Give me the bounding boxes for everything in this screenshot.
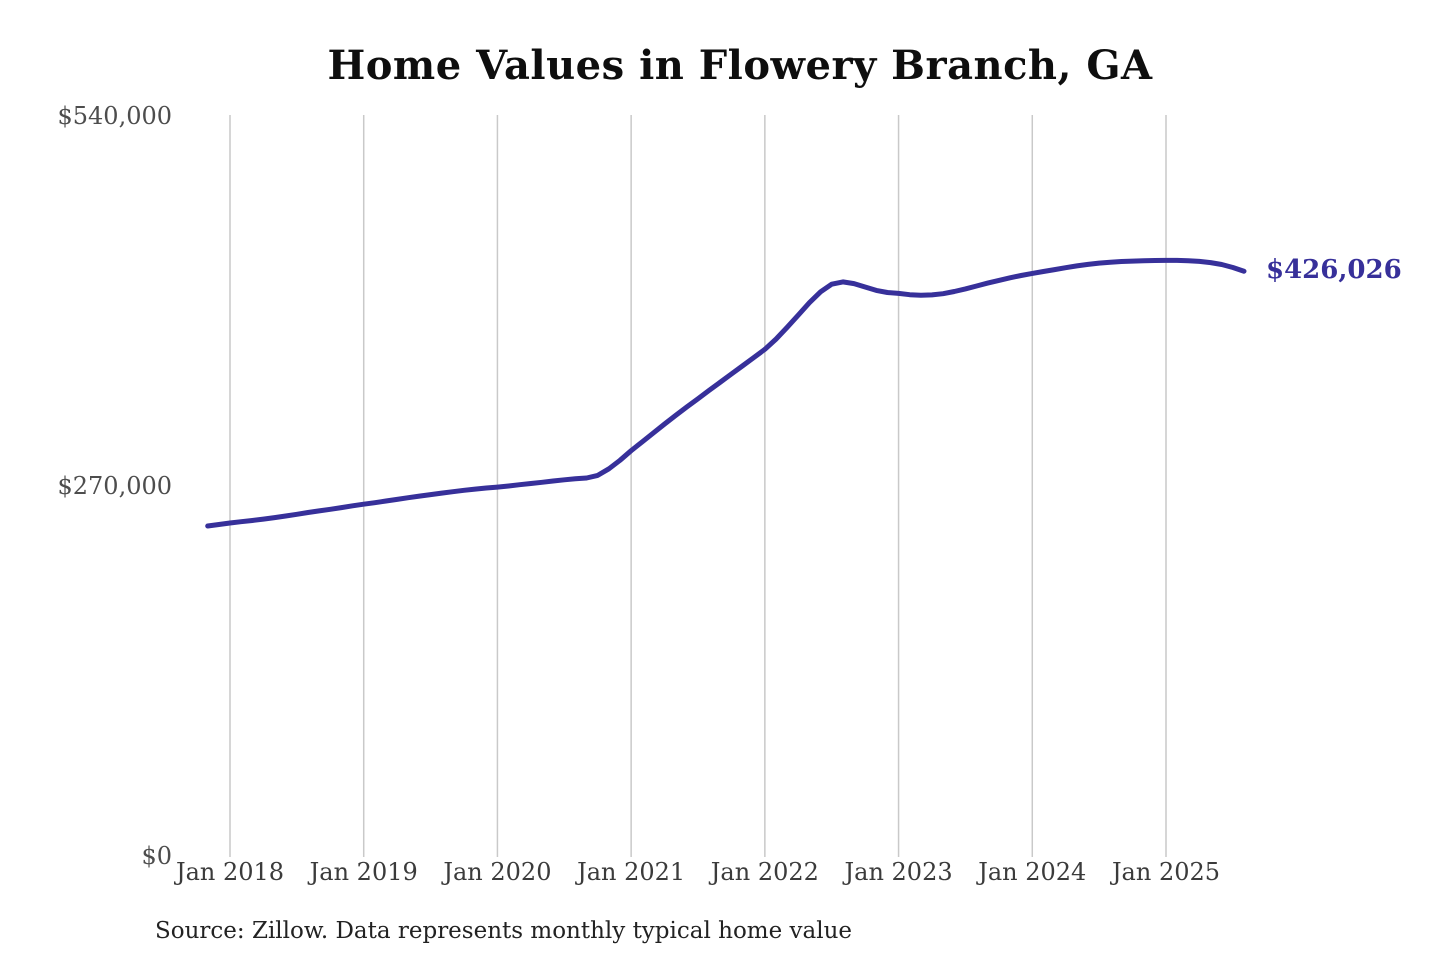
y-axis-tick-270000: $270,000 <box>57 472 172 500</box>
chart-title: Home Values in Flowery Branch, GA <box>327 42 1153 89</box>
x-axis-tick-jan-2022: Jan 2022 <box>710 858 819 886</box>
x-axis-tick-jan-2025: Jan 2025 <box>1111 858 1221 886</box>
source-note: Source: Zillow. Data represents monthly … <box>155 918 853 944</box>
x-axis-tick-jan-2020: Jan 2020 <box>443 858 552 886</box>
y-axis-tick-0: $0 <box>141 842 172 870</box>
x-axis-tick-jan-2023: Jan 2023 <box>844 858 953 886</box>
y-axis-tick-540000: $540,000 <box>57 102 172 130</box>
home-value-trend-line <box>205 257 1247 529</box>
x-axis-tick-jan-2019: Jan 2019 <box>309 858 418 886</box>
latest-value-label: $426,026 <box>1265 255 1402 286</box>
x-axis-tick-jan-2024: Jan 2024 <box>978 858 1087 886</box>
x-axis-tick-jan-2018: Jan 2018 <box>175 858 285 886</box>
vertical-gridlines <box>229 115 1167 857</box>
x-axis-tick-jan-2021: Jan 2021 <box>577 858 686 886</box>
